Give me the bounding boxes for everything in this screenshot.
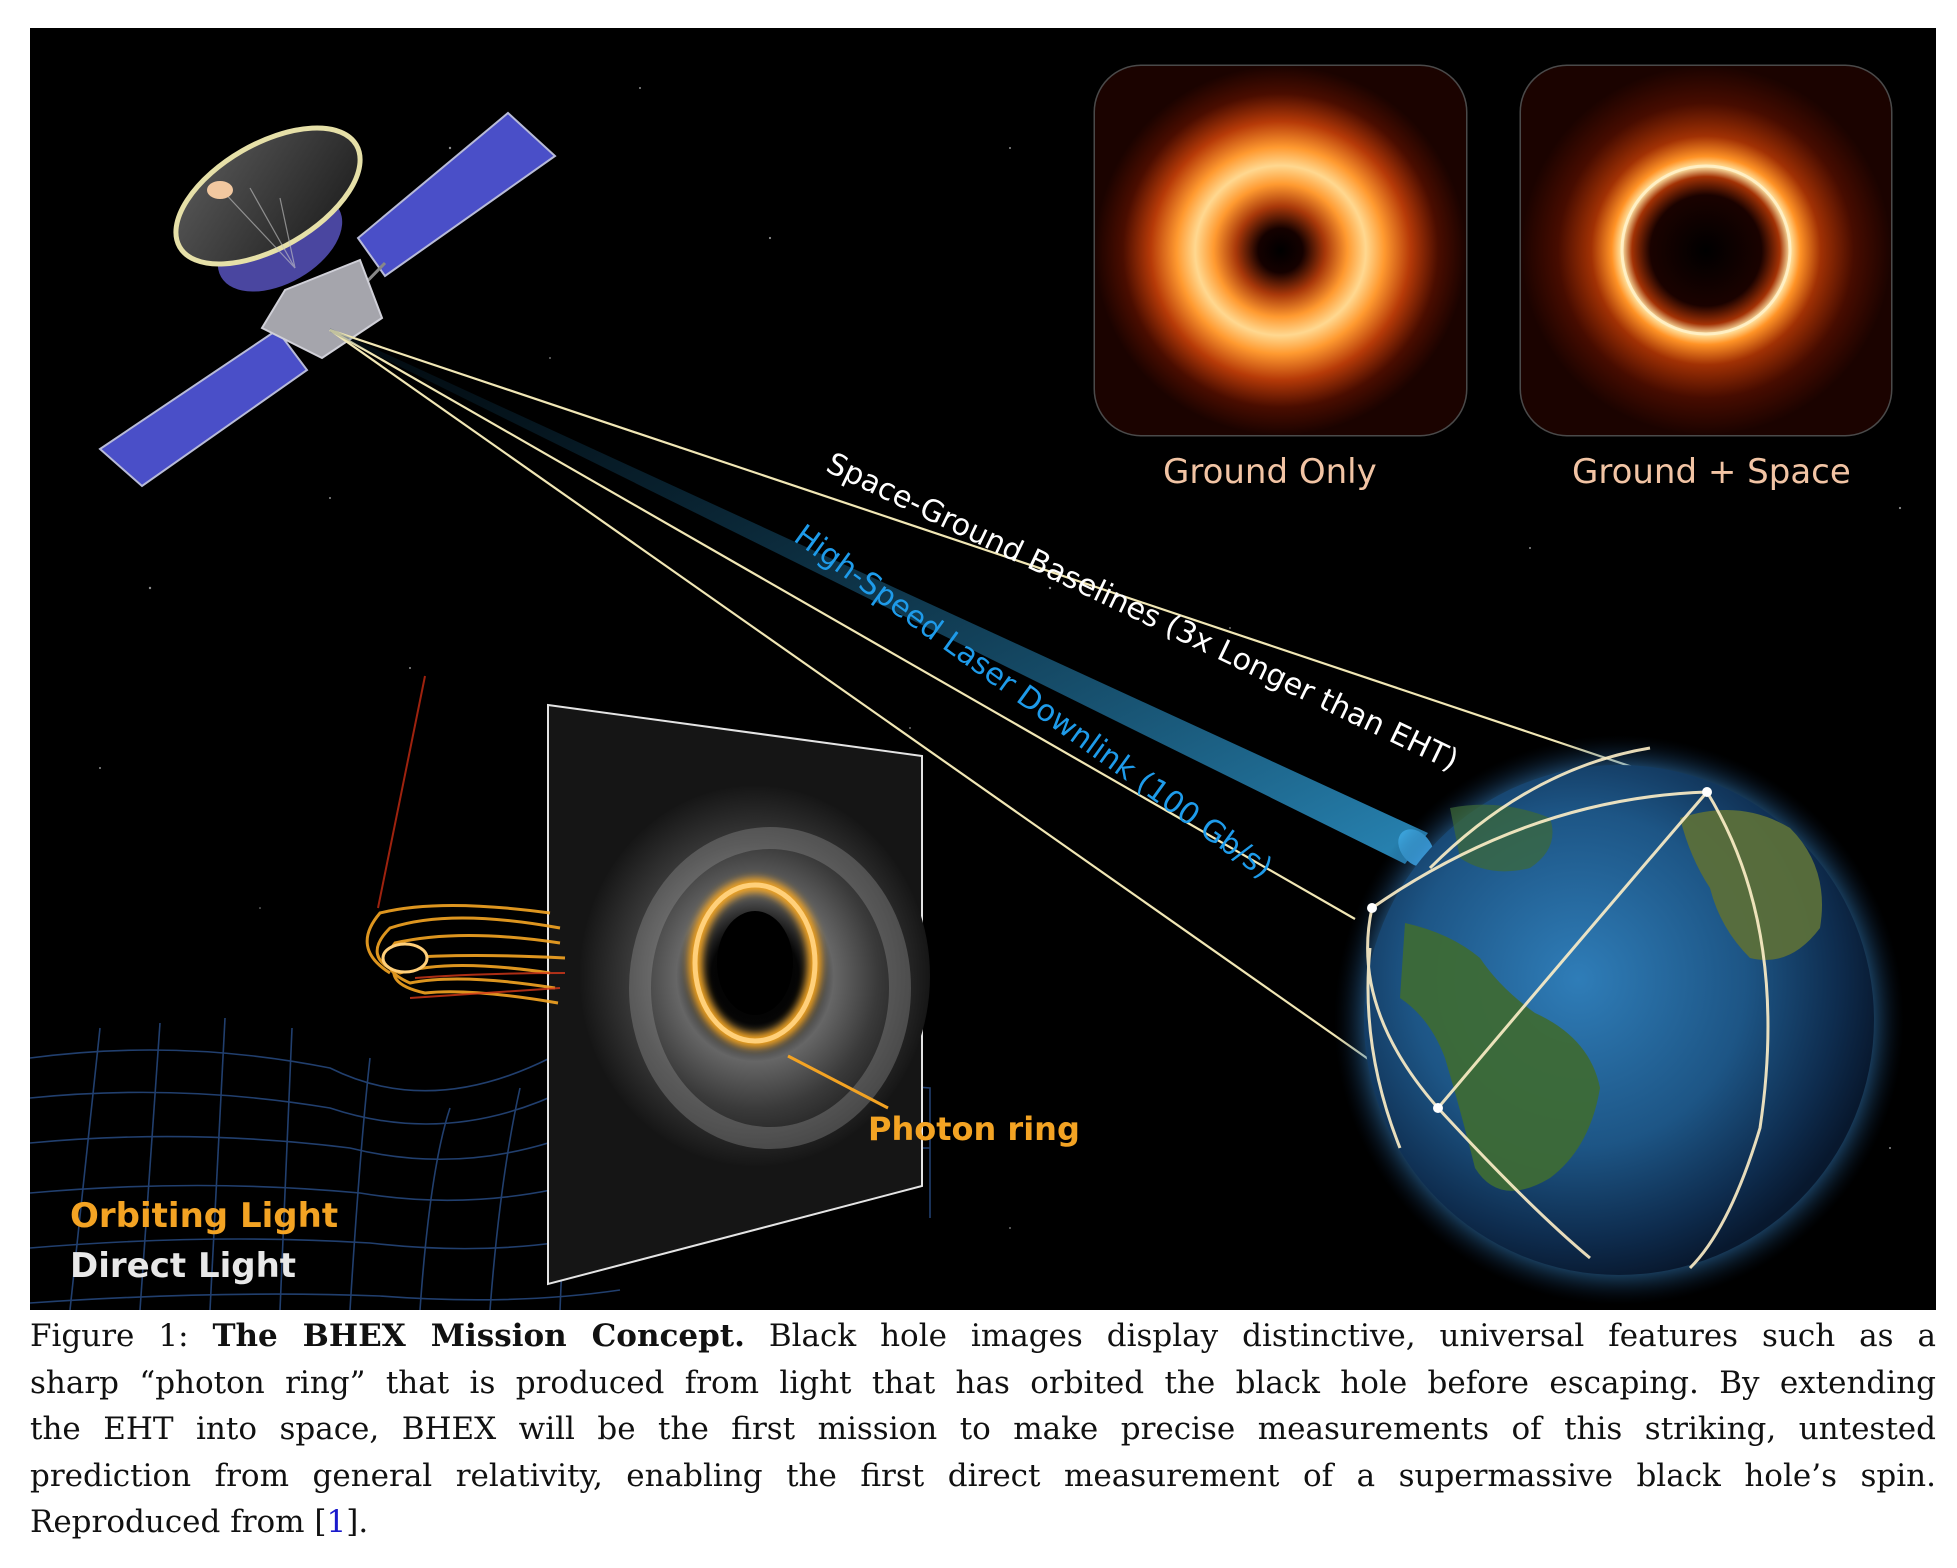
- caption-ref-prefix: Reproduced from [: [30, 1504, 327, 1540]
- caption-line-2: sharp “photon ring” that is produced fro…: [30, 1364, 1936, 1401]
- orbiting-light-label: Orbiting Light: [70, 1196, 339, 1236]
- black-hole-image-plane: [547, 703, 930, 1286]
- caption-lead: Figure 1:: [30, 1318, 213, 1354]
- caption-line-5: Reproduced from [1].: [30, 1499, 1936, 1546]
- earth-globe: [1334, 735, 1904, 1305]
- orbiting-light-streaks: [365, 675, 566, 1005]
- citation-link[interactable]: 1: [326, 1504, 347, 1540]
- ground-only-label: Ground Only: [1163, 452, 1377, 492]
- figure-caption: Figure 1: The BHEX Mission Concept. Blac…: [30, 1313, 1936, 1546]
- thumbnail-ground-plus-space: [1519, 64, 1893, 437]
- caption-title: The BHEX Mission Concept.: [212, 1318, 745, 1354]
- satellite: [98, 111, 557, 488]
- thumbnail-ground-only: [1093, 64, 1468, 437]
- spacetime-grid: [30, 1017, 931, 1310]
- caption-line-4: prediction from general relativity, enab…: [30, 1457, 1936, 1494]
- photon-ring-label: Photon ring: [868, 1110, 1080, 1148]
- caption-line-3: the EHT into space, BHEX will be the fir…: [30, 1411, 1936, 1447]
- caption-line-1: Figure 1: The BHEX Mission Concept. Blac…: [30, 1313, 1936, 1360]
- space-ground-baselines: [329, 328, 1708, 1109]
- direct-light-label: Direct Light: [70, 1246, 297, 1286]
- ground-plus-space-label: Ground + Space: [1572, 452, 1851, 492]
- caption-line-1-text: Black hole images display distinctive, u…: [744, 1318, 1936, 1354]
- bhex-concept-illustration: Ground Only Ground + Space Space-Ground …: [30, 28, 1936, 1310]
- caption-ref-suffix: ].: [346, 1504, 369, 1540]
- illustration-canvas: [30, 64, 1904, 1310]
